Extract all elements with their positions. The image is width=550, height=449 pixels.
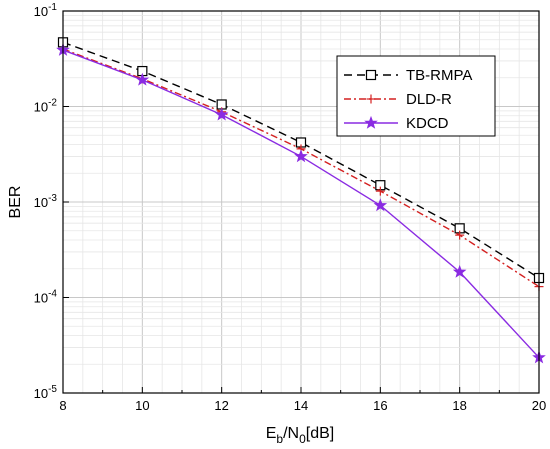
- x-axis-label: Eb/N0[dB]: [266, 425, 335, 446]
- y-tick-label: 10-5: [34, 384, 58, 401]
- data-point: [365, 69, 377, 81]
- legend-item: DLD-R: [344, 91, 452, 108]
- x-tick-label: 8: [59, 398, 66, 413]
- data-point: [364, 115, 378, 129]
- data-point: [375, 186, 385, 196]
- series-layer: [56, 37, 546, 364]
- data-point: [366, 94, 376, 104]
- data-point: [135, 72, 150, 86]
- y-tick-label: 10-4: [34, 289, 58, 306]
- y-tick-label: 10-1: [34, 2, 58, 19]
- data-point: [294, 149, 308, 163]
- x-tick-label: 14: [294, 398, 308, 413]
- data-point: [452, 264, 467, 278]
- x-tick-label: 12: [214, 398, 228, 413]
- data-point: [373, 198, 388, 212]
- x-tick-label: 10: [135, 398, 149, 413]
- legend-item: TB-RMPA: [344, 67, 472, 84]
- x-tick-label: 16: [373, 398, 387, 413]
- data-point: [455, 230, 465, 240]
- ticks: 8 10 12 14 16 18 20 10-5 10-4 10-3 10-2 10-1: [34, 2, 547, 413]
- legend-label: TB-RMPA: [406, 67, 472, 84]
- data-point: [214, 107, 229, 121]
- x-tick-label: 18: [452, 398, 466, 413]
- legend: TB-RMPA DLD-R KDCD: [336, 55, 496, 137]
- y-tick-label: 10-3: [34, 193, 58, 210]
- legend-item: KDCD: [344, 115, 449, 132]
- y-axis-label: BER: [7, 186, 24, 219]
- y-tick-label: 10-2: [34, 98, 58, 115]
- legend-label: KDCD: [406, 115, 449, 132]
- x-tick-label: 20: [532, 398, 546, 413]
- legend-label: DLD-R: [406, 91, 452, 108]
